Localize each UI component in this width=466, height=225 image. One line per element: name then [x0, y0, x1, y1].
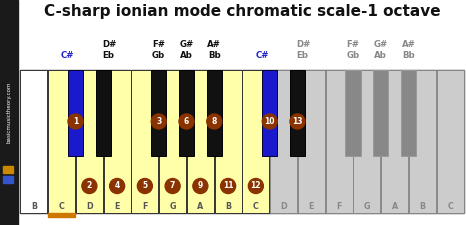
- Circle shape: [193, 178, 208, 194]
- Text: C-sharp ionian mode chromatic scale-1 octave: C-sharp ionian mode chromatic scale-1 oc…: [44, 4, 440, 19]
- Circle shape: [137, 178, 152, 194]
- Text: B: B: [31, 202, 37, 211]
- Text: 6: 6: [184, 117, 189, 126]
- Text: 12: 12: [251, 182, 261, 191]
- Circle shape: [151, 114, 166, 129]
- Bar: [298, 70, 325, 213]
- Bar: [3, 166, 13, 173]
- Text: A#: A#: [207, 40, 221, 49]
- Text: C#: C#: [255, 51, 269, 60]
- Bar: [353, 70, 380, 213]
- Circle shape: [110, 178, 124, 194]
- Text: B: B: [419, 202, 425, 211]
- Bar: [290, 70, 305, 156]
- Circle shape: [220, 178, 236, 194]
- Text: G#: G#: [179, 40, 194, 49]
- Text: Gb: Gb: [346, 51, 360, 60]
- Text: D#: D#: [296, 40, 311, 49]
- Bar: [270, 70, 297, 213]
- Text: Bb: Bb: [208, 51, 220, 60]
- Text: B: B: [225, 202, 231, 211]
- Text: 2: 2: [87, 182, 92, 191]
- Circle shape: [207, 114, 222, 129]
- Circle shape: [262, 114, 277, 129]
- Bar: [68, 70, 83, 156]
- Bar: [3, 176, 13, 183]
- Text: A#: A#: [402, 40, 415, 49]
- Circle shape: [68, 114, 83, 129]
- Text: F#: F#: [347, 40, 359, 49]
- Bar: [437, 70, 464, 213]
- Text: F: F: [336, 202, 342, 211]
- Text: E: E: [115, 202, 120, 211]
- Circle shape: [290, 114, 305, 129]
- Bar: [159, 70, 186, 213]
- Text: G#: G#: [374, 40, 388, 49]
- Bar: [103, 70, 130, 213]
- Bar: [21, 70, 48, 213]
- Bar: [381, 70, 408, 213]
- Bar: [48, 70, 75, 213]
- Text: Eb: Eb: [296, 51, 308, 60]
- Bar: [48, 213, 75, 216]
- Bar: [373, 70, 388, 156]
- Bar: [0, 0, 18, 225]
- Text: G: G: [363, 202, 370, 211]
- Text: Ab: Ab: [374, 51, 387, 60]
- Text: D: D: [86, 202, 93, 211]
- Text: A: A: [197, 202, 204, 211]
- Bar: [20, 70, 464, 213]
- Bar: [76, 70, 103, 213]
- Text: 11: 11: [223, 182, 233, 191]
- Text: C: C: [447, 202, 453, 211]
- Text: 13: 13: [292, 117, 303, 126]
- Text: D#: D#: [102, 40, 116, 49]
- Bar: [187, 70, 214, 213]
- Bar: [131, 70, 158, 213]
- Bar: [179, 70, 194, 156]
- Text: Eb: Eb: [102, 51, 114, 60]
- Bar: [409, 70, 436, 213]
- Bar: [401, 70, 416, 156]
- Text: C#: C#: [61, 51, 75, 60]
- Text: basicmusictheory.com: basicmusictheory.com: [7, 82, 12, 143]
- Text: F#: F#: [152, 40, 165, 49]
- Text: D: D: [281, 202, 287, 211]
- Text: 10: 10: [265, 117, 275, 126]
- Bar: [262, 70, 277, 156]
- Text: Gb: Gb: [152, 51, 165, 60]
- Text: A: A: [391, 202, 398, 211]
- Bar: [326, 70, 353, 213]
- Bar: [206, 70, 222, 156]
- Circle shape: [248, 178, 263, 194]
- Text: Bb: Bb: [402, 51, 415, 60]
- Text: 3: 3: [156, 117, 161, 126]
- Circle shape: [179, 114, 194, 129]
- Bar: [151, 70, 166, 156]
- Bar: [215, 70, 241, 213]
- Text: 4: 4: [115, 182, 120, 191]
- Text: 1: 1: [73, 117, 78, 126]
- Circle shape: [82, 178, 97, 194]
- Text: 5: 5: [142, 182, 147, 191]
- Text: 9: 9: [198, 182, 203, 191]
- Text: E: E: [308, 202, 314, 211]
- Text: 7: 7: [170, 182, 175, 191]
- Text: 8: 8: [212, 117, 217, 126]
- Text: C: C: [253, 202, 259, 211]
- Bar: [345, 70, 361, 156]
- Text: G: G: [169, 202, 176, 211]
- Text: Ab: Ab: [180, 51, 193, 60]
- Bar: [96, 70, 111, 156]
- Text: F: F: [142, 202, 148, 211]
- Bar: [242, 70, 269, 213]
- Text: C: C: [59, 202, 65, 211]
- Circle shape: [165, 178, 180, 194]
